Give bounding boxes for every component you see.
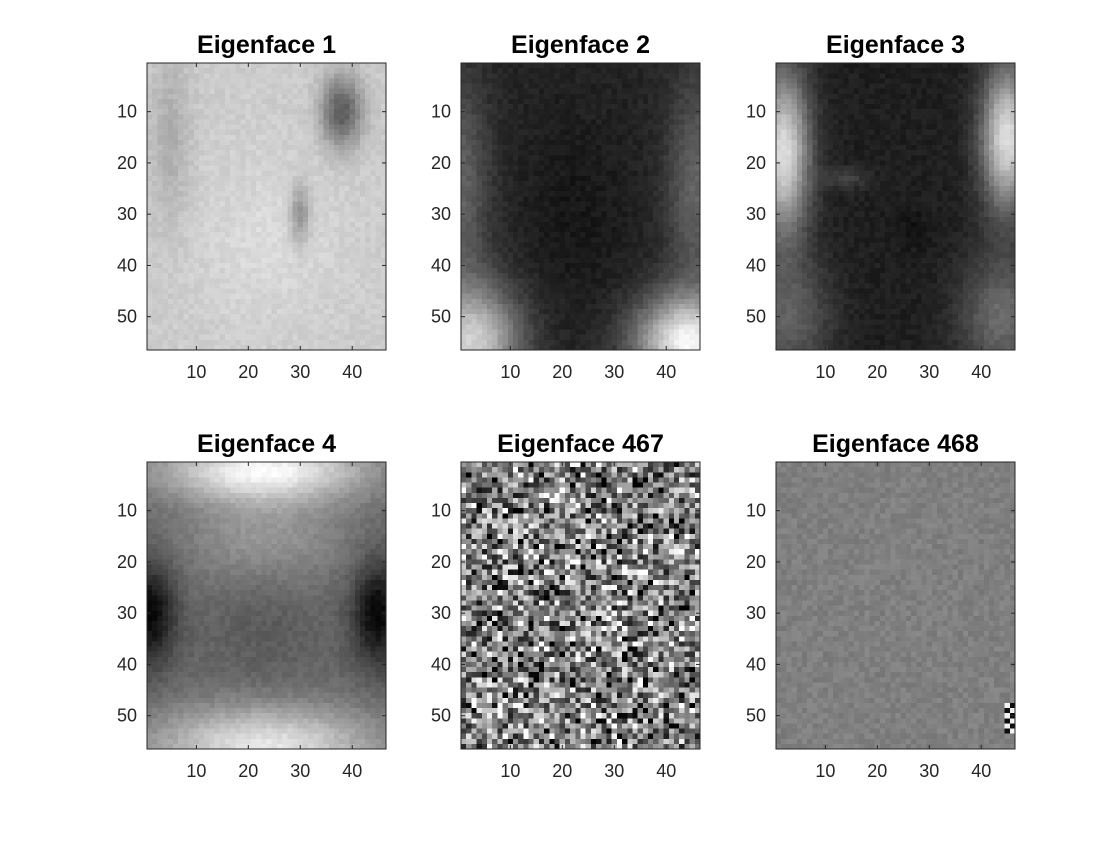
x-tick-label: 10	[186, 362, 206, 382]
x-tick-label: 40	[971, 761, 991, 781]
x-tick-label: 40	[342, 362, 362, 382]
x-tick-label: 20	[552, 761, 572, 781]
x-tick-label: 10	[500, 362, 520, 382]
x-tick-label: 30	[290, 362, 310, 382]
y-tick-label: 10	[117, 501, 137, 521]
x-tick-label: 10	[500, 761, 520, 781]
subplot-title: Eigenface 3	[826, 31, 965, 59]
y-tick-label: 40	[746, 255, 766, 275]
eigenface-image	[776, 63, 1016, 351]
y-tick-label: 40	[431, 255, 451, 275]
y-tick-label: 50	[431, 307, 451, 327]
y-tick-label: 10	[746, 501, 766, 521]
x-tick-label: 10	[186, 761, 206, 781]
y-tick-label: 50	[746, 307, 766, 327]
subplot-6: 10 20 30 40 10 20 30 40 50 Eigenface 468	[746, 430, 1016, 781]
x-tick-label: 30	[919, 761, 939, 781]
y-tick-label: 30	[431, 204, 451, 224]
subplot-4: 10 20 30 40 10 20 30 40 50 Eigenface 4	[117, 430, 387, 781]
y-tick-label: 10	[431, 102, 451, 122]
x-tick-label: 10	[815, 761, 835, 781]
subplot-5: 10 20 30 40 10 20 30 40 50 Eigenface 467	[431, 430, 701, 781]
x-tick-label: 40	[342, 761, 362, 781]
y-tick-label: 50	[431, 706, 451, 726]
y-tick-label: 30	[431, 603, 451, 623]
subplot-title: Eigenface 2	[511, 31, 650, 59]
x-tick-label: 40	[656, 761, 676, 781]
x-tick-label: 20	[238, 761, 258, 781]
x-tick-label: 20	[238, 362, 258, 382]
y-tick-label: 30	[117, 204, 137, 224]
eigenface-image	[461, 63, 701, 351]
y-tick-label: 40	[117, 255, 137, 275]
subplot-title: Eigenface 468	[812, 430, 979, 458]
x-tick-label: 40	[656, 362, 676, 382]
x-tick-label: 20	[552, 362, 572, 382]
x-tick-label: 30	[604, 761, 624, 781]
eigenface-image	[147, 462, 387, 750]
eigenface-image	[461, 462, 701, 750]
y-tick-label: 40	[746, 654, 766, 674]
subplot-title: Eigenface 4	[197, 430, 336, 458]
x-tick-label: 20	[867, 362, 887, 382]
y-tick-label: 30	[117, 603, 137, 623]
subplot-title: Eigenface 467	[497, 430, 664, 458]
x-tick-label: 30	[919, 362, 939, 382]
y-tick-label: 20	[746, 153, 766, 173]
y-tick-label: 50	[746, 706, 766, 726]
y-tick-label: 10	[117, 102, 137, 122]
subplot-3: 10 20 30 40 10 20 30 40 50 Eigenface 3	[746, 31, 1016, 382]
y-tick-label: 20	[431, 552, 451, 572]
x-tick-label: 20	[867, 761, 887, 781]
x-tick-label: 40	[971, 362, 991, 382]
y-tick-label: 20	[431, 153, 451, 173]
y-tick-label: 10	[746, 102, 766, 122]
eigenface-image	[776, 462, 1016, 750]
subplot-title: Eigenface 1	[197, 31, 336, 59]
y-tick-label: 20	[117, 552, 137, 572]
subplot-2: 10 20 30 40 10 20 30 40 50 Eigenface 2	[431, 31, 701, 382]
x-tick-label: 10	[815, 362, 835, 382]
eigenface-image	[147, 63, 387, 351]
y-tick-label: 30	[746, 204, 766, 224]
y-tick-label: 40	[117, 654, 137, 674]
y-tick-label: 10	[431, 501, 451, 521]
y-tick-label: 20	[746, 552, 766, 572]
x-tick-label: 30	[290, 761, 310, 781]
y-tick-label: 20	[117, 153, 137, 173]
x-tick-label: 30	[604, 362, 624, 382]
y-tick-label: 50	[117, 706, 137, 726]
subplot-1: 10 20 30 40 10 20 30 40 50 Eigenface 1	[117, 31, 387, 382]
y-tick-label: 50	[117, 307, 137, 327]
y-tick-label: 30	[746, 603, 766, 623]
y-tick-label: 40	[431, 654, 451, 674]
